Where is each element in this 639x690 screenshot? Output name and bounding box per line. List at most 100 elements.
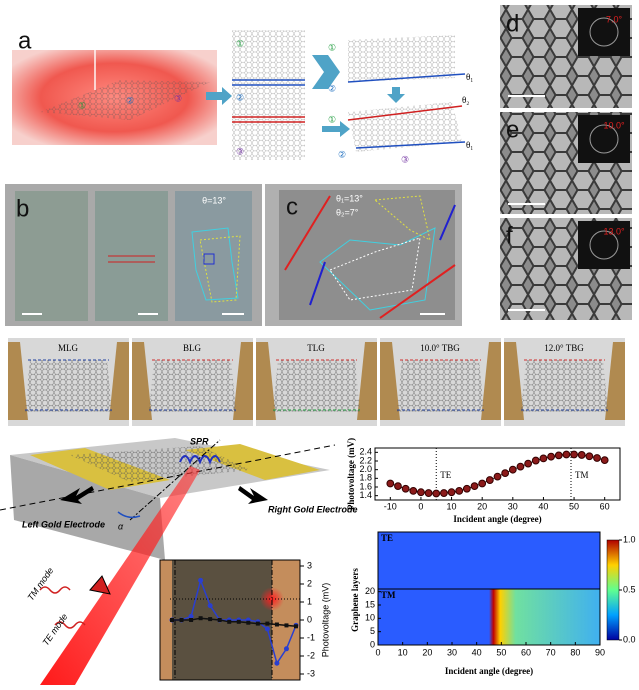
optical-image	[279, 190, 455, 320]
x-tick-label: -10	[384, 501, 397, 511]
data-point	[424, 489, 433, 497]
structure-label: BLG	[183, 343, 202, 353]
data-point	[208, 617, 213, 622]
x-tick-label: 20	[477, 501, 487, 511]
mode-label: TE mode	[40, 612, 69, 648]
data-point	[294, 624, 298, 629]
angle-arc	[117, 511, 141, 519]
y-tick-label: -1	[307, 632, 315, 642]
data-point	[539, 454, 548, 463]
lattice	[348, 102, 462, 152]
twist-angle: 10.0°	[603, 120, 625, 130]
colorbar-label: 0.0	[623, 634, 636, 644]
tm-wave	[39, 586, 71, 594]
electrode	[504, 342, 524, 420]
plot-frame	[374, 447, 621, 501]
y-tick-label: -3	[307, 668, 315, 678]
te-wave	[54, 621, 86, 629]
plasmon-wave	[179, 455, 221, 465]
panel-label: TM	[381, 590, 396, 600]
data-point	[386, 479, 395, 488]
diffraction-inset	[578, 221, 630, 269]
colorbar	[606, 539, 620, 641]
panel-label: f	[506, 222, 513, 249]
panel-a	[12, 20, 466, 160]
beam-arrow	[89, 575, 111, 595]
data-point	[170, 618, 174, 622]
data-point	[246, 620, 251, 625]
angle-label: θ₂=7°	[336, 207, 359, 217]
outline	[319, 227, 436, 311]
region-box	[203, 253, 215, 265]
electrode	[605, 342, 625, 420]
panel-label: a	[18, 27, 32, 54]
x-tick-label: 10	[447, 501, 457, 511]
x-tick-label: 80	[570, 647, 580, 657]
layer-marker: ②	[236, 92, 244, 102]
edge-line	[347, 105, 463, 121]
layer-marker: ①	[328, 42, 336, 52]
data-point	[478, 479, 487, 488]
x-tick-label: 50	[569, 501, 579, 511]
data-point	[207, 603, 213, 609]
data-point	[401, 484, 410, 493]
outline	[329, 237, 421, 301]
data-point	[265, 621, 270, 626]
layer-marker: ③	[401, 154, 409, 164]
outline	[199, 235, 241, 303]
twist-angle: 13.0°	[603, 226, 625, 236]
angle-label: θ₂	[462, 95, 469, 105]
data-point	[274, 660, 280, 666]
graphene-sheet	[40, 80, 210, 120]
structure-label: TLG	[307, 343, 325, 353]
edge-line	[355, 141, 466, 149]
y-tick-label: 1.8	[359, 473, 372, 483]
y-tick-label: 1.6	[359, 481, 372, 491]
y-tick-label: 0	[370, 639, 375, 649]
x-tick-label: 30	[447, 647, 457, 657]
outline	[373, 195, 431, 241]
y-tick-label: 0	[307, 614, 312, 624]
y-tick-label: 2.0	[359, 464, 372, 474]
data-point	[516, 462, 525, 471]
data-point	[531, 456, 540, 465]
heatmap-tm	[378, 589, 600, 645]
structure-strip	[8, 338, 625, 426]
data-point	[394, 482, 402, 491]
chevron	[312, 55, 340, 89]
colorbar-label: 0.5	[623, 584, 636, 594]
data-point	[485, 476, 494, 484]
data-point	[593, 454, 601, 462]
data-point	[255, 621, 260, 626]
data-point	[554, 451, 563, 460]
normal-line	[129, 439, 221, 521]
data-point	[455, 487, 464, 495]
layer-marker: ③	[174, 93, 182, 103]
y-tick-label: 5	[370, 626, 375, 636]
y-tick-label: 1	[307, 596, 312, 606]
x-tick-label: 40	[538, 501, 548, 511]
panel-label: b	[16, 195, 29, 222]
diffraction-ring	[589, 124, 619, 154]
graphene	[25, 360, 112, 412]
structure-label: 10.0° TBG	[420, 343, 460, 353]
laser-beam	[40, 466, 200, 685]
substrate-side	[10, 455, 165, 560]
panel-label: c	[286, 193, 298, 220]
electrode	[132, 342, 152, 420]
structure-label: 12.0° TBG	[544, 343, 584, 353]
x-tick-label: 60	[600, 501, 610, 511]
layer-marker: ②	[338, 149, 346, 159]
panel-label: TE	[381, 533, 393, 543]
panel-label: e	[506, 116, 519, 143]
layer-marker: ①	[328, 114, 336, 124]
data-point	[274, 622, 279, 627]
optical-image	[15, 191, 88, 321]
y-tick-label: 2.4	[359, 447, 372, 457]
graphene	[149, 360, 236, 412]
electrode	[109, 342, 129, 420]
angle-label: θ₁=13°	[336, 193, 363, 203]
graphene	[273, 360, 360, 412]
annotation: TM	[575, 470, 589, 480]
